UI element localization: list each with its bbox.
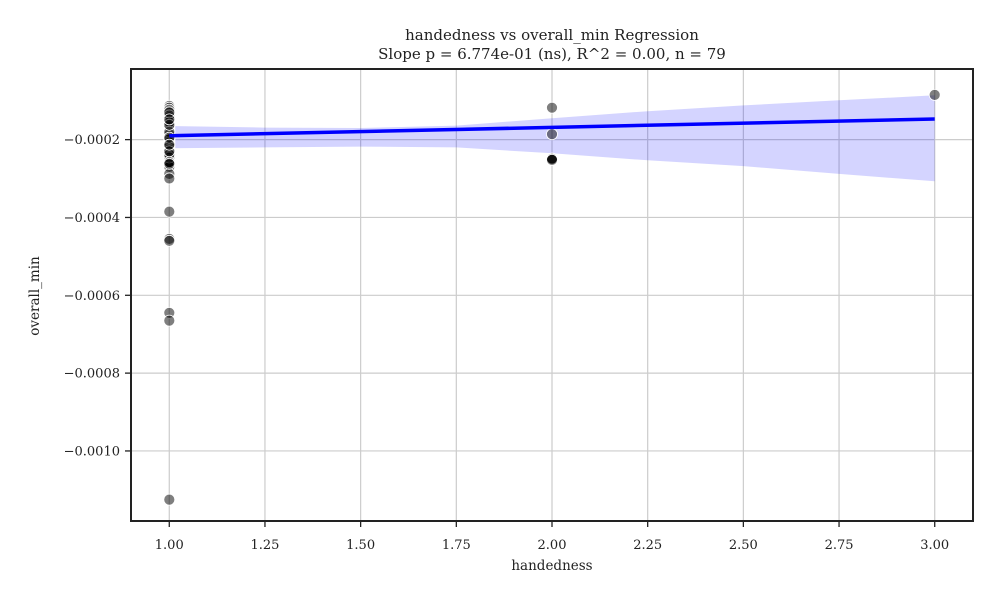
- x-tick-label: 1.25: [250, 538, 279, 553]
- regression-line: [169, 117, 935, 138]
- x-tick-label: 1.50: [346, 538, 375, 553]
- data-point: [928, 89, 941, 101]
- data-point: [546, 128, 558, 141]
- y-axis-label: overall_min: [27, 256, 43, 336]
- data-point: [163, 157, 176, 170]
- data-point: [163, 234, 176, 247]
- scatter-points: [163, 89, 941, 506]
- x-tick-label: 1.75: [442, 538, 471, 553]
- data-point: [163, 138, 176, 151]
- x-tick-label: 2.25: [633, 538, 662, 553]
- y-tick-label: −0.0010: [64, 444, 120, 459]
- x-tick-label: 2.50: [729, 538, 758, 553]
- x-tick-label: 1.00: [155, 538, 184, 553]
- chart-subtitle: Slope p = 6.774e-01 (ns), R^2 = 0.00, n …: [378, 45, 726, 63]
- data-point: [546, 101, 558, 114]
- y-tick-label: −0.0002: [64, 133, 120, 148]
- x-tick-label: 3.00: [920, 538, 949, 553]
- x-tick-label: 2.00: [538, 538, 567, 553]
- y-tick-label: −0.0006: [64, 289, 120, 304]
- y-tick-label: −0.0008: [64, 367, 120, 382]
- chart-title: handedness vs overall_min Regression: [405, 26, 699, 44]
- data-point: [163, 113, 176, 126]
- data-point: [163, 314, 176, 327]
- x-tick-label: 2.75: [825, 538, 854, 553]
- data-point: [546, 153, 558, 166]
- data-point: [163, 493, 176, 506]
- x-axis-label: handedness: [511, 558, 592, 574]
- data-point: [163, 205, 176, 218]
- y-axis-ticks: −0.0010 −0.0008 −0.0006 −0.0004 −0.0002: [64, 133, 131, 459]
- data-point: [163, 172, 176, 185]
- x-axis-ticks: 1.00 1.25 1.50 1.75 2.00 2.25 2.50 2.75 3.00: [155, 521, 949, 553]
- y-tick-label: −0.0004: [64, 211, 120, 226]
